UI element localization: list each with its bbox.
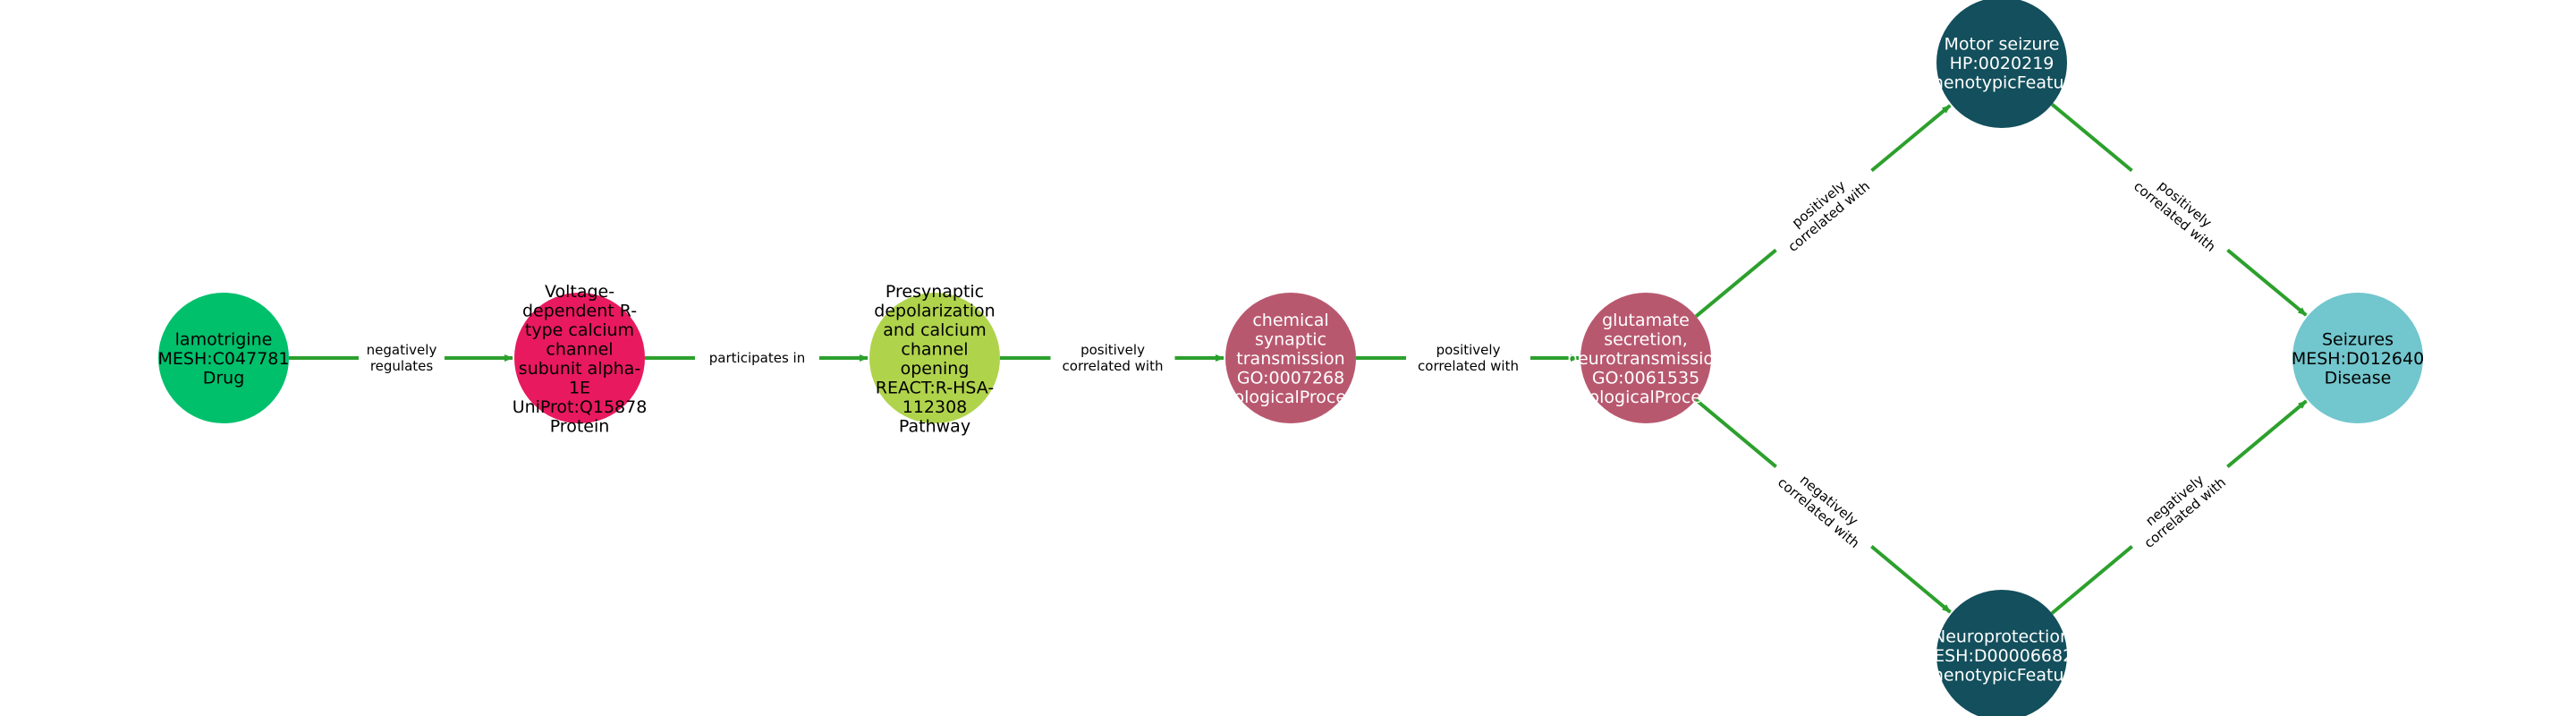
node-circle[interactable] xyxy=(514,293,645,423)
node-label-text: Voltage- xyxy=(545,282,614,302)
node-label-text: subunit alpha- xyxy=(519,359,640,379)
node-label-text: Neuroprotection xyxy=(1933,627,2071,647)
node-label-text: GO:0007268 xyxy=(1237,369,1344,388)
node-label-text: HP:0020219 xyxy=(1950,54,2055,73)
node-label-text: MESH:C047781 xyxy=(158,349,290,369)
edge-label-background xyxy=(359,340,445,376)
node-circle[interactable] xyxy=(2292,293,2423,423)
node-label-text: GO:0061535 xyxy=(1592,369,1699,388)
node-label-text: 112308 xyxy=(902,397,968,417)
edge-label-background xyxy=(1406,340,1530,376)
edge-label-background xyxy=(1764,157,1884,264)
node-label-text: dependent R- xyxy=(522,301,637,320)
edge-label-background xyxy=(2120,453,2240,560)
edge-label-background xyxy=(1050,340,1175,376)
node-label-text: Drug xyxy=(203,369,245,388)
node-label-text: PhenotypicFeature xyxy=(1922,73,2080,93)
node-label-text: BiologicalProcess xyxy=(1572,388,1719,407)
node-label-text: glutamate xyxy=(1602,311,1690,330)
edge-label-text: positively xyxy=(1436,342,1501,358)
node-label-text: channel xyxy=(546,339,613,359)
edge-label-text: positively xyxy=(1080,342,1145,358)
edge-label-text: regulates xyxy=(370,358,434,374)
node-n4[interactable]: chemicalsynaptictransmissionGO:0007268Bi… xyxy=(1217,293,1364,423)
node-label-text: Seizures xyxy=(2322,330,2394,350)
node-label-text: Presynaptic xyxy=(886,282,984,302)
node-n5[interactable]: glutamatesecretion,neurotransmissionGO:0… xyxy=(1567,293,1724,423)
node-label-text: Pathway xyxy=(899,416,970,436)
node-label-text: Disease xyxy=(2325,369,2392,388)
node-n7[interactable]: NeuroprotectionMESH:D000066829Phenotypic… xyxy=(1919,590,2085,716)
node-label-text: lamotrigine xyxy=(175,330,273,350)
node-label-text: Motor seizure xyxy=(1945,35,2060,55)
node-label-text: and calcium xyxy=(883,320,986,340)
node-label-text: PhenotypicFeature xyxy=(1922,666,2080,686)
node-label-text: depolarization xyxy=(874,301,995,320)
node-label-text: chemical xyxy=(1252,311,1328,330)
node-label-text: neurotransmission xyxy=(1567,349,1724,369)
node-label-text: secretion, xyxy=(1604,330,1688,350)
edge-label-text: negatively xyxy=(367,342,437,358)
edge-label-background xyxy=(695,348,819,368)
node-circle[interactable] xyxy=(869,293,1000,423)
node-label-text: MESH:D012640 xyxy=(2292,349,2424,369)
node-label-text: Protein xyxy=(550,416,610,436)
node-circle[interactable] xyxy=(158,293,289,423)
node-circle[interactable] xyxy=(1936,590,2067,716)
node-label-text: MESH:D000066829 xyxy=(1919,646,2085,666)
node-circle[interactable] xyxy=(1936,0,2067,128)
node-label-text: BiologicalProcess xyxy=(1217,388,1364,407)
edge-label-text: participates in xyxy=(709,350,805,366)
edge-label-background xyxy=(2120,157,2240,264)
edge-label-text: correlated with xyxy=(1418,358,1519,374)
node-label-text: opening xyxy=(901,359,970,379)
node-label-text: UniProt:Q15878 xyxy=(513,397,648,417)
edge-label-n2-n3: participates in xyxy=(695,348,819,368)
edge-label-background xyxy=(1764,453,1884,560)
node-label-text: channel xyxy=(901,339,968,359)
node-label-text: type calcium xyxy=(525,320,634,340)
node-label-text: transmission xyxy=(1236,349,1344,369)
node-n2[interactable]: Voltage-dependent R-type calciumchannels… xyxy=(513,282,648,437)
node-circle[interactable] xyxy=(1580,293,1711,423)
node-label-text: synaptic xyxy=(1255,330,1326,350)
node-label-text: 1E xyxy=(569,378,590,397)
node-label-text: REACT:R-HSA- xyxy=(876,378,994,397)
node-circle[interactable] xyxy=(1225,293,1356,423)
edge-label-text: correlated with xyxy=(1063,358,1164,374)
